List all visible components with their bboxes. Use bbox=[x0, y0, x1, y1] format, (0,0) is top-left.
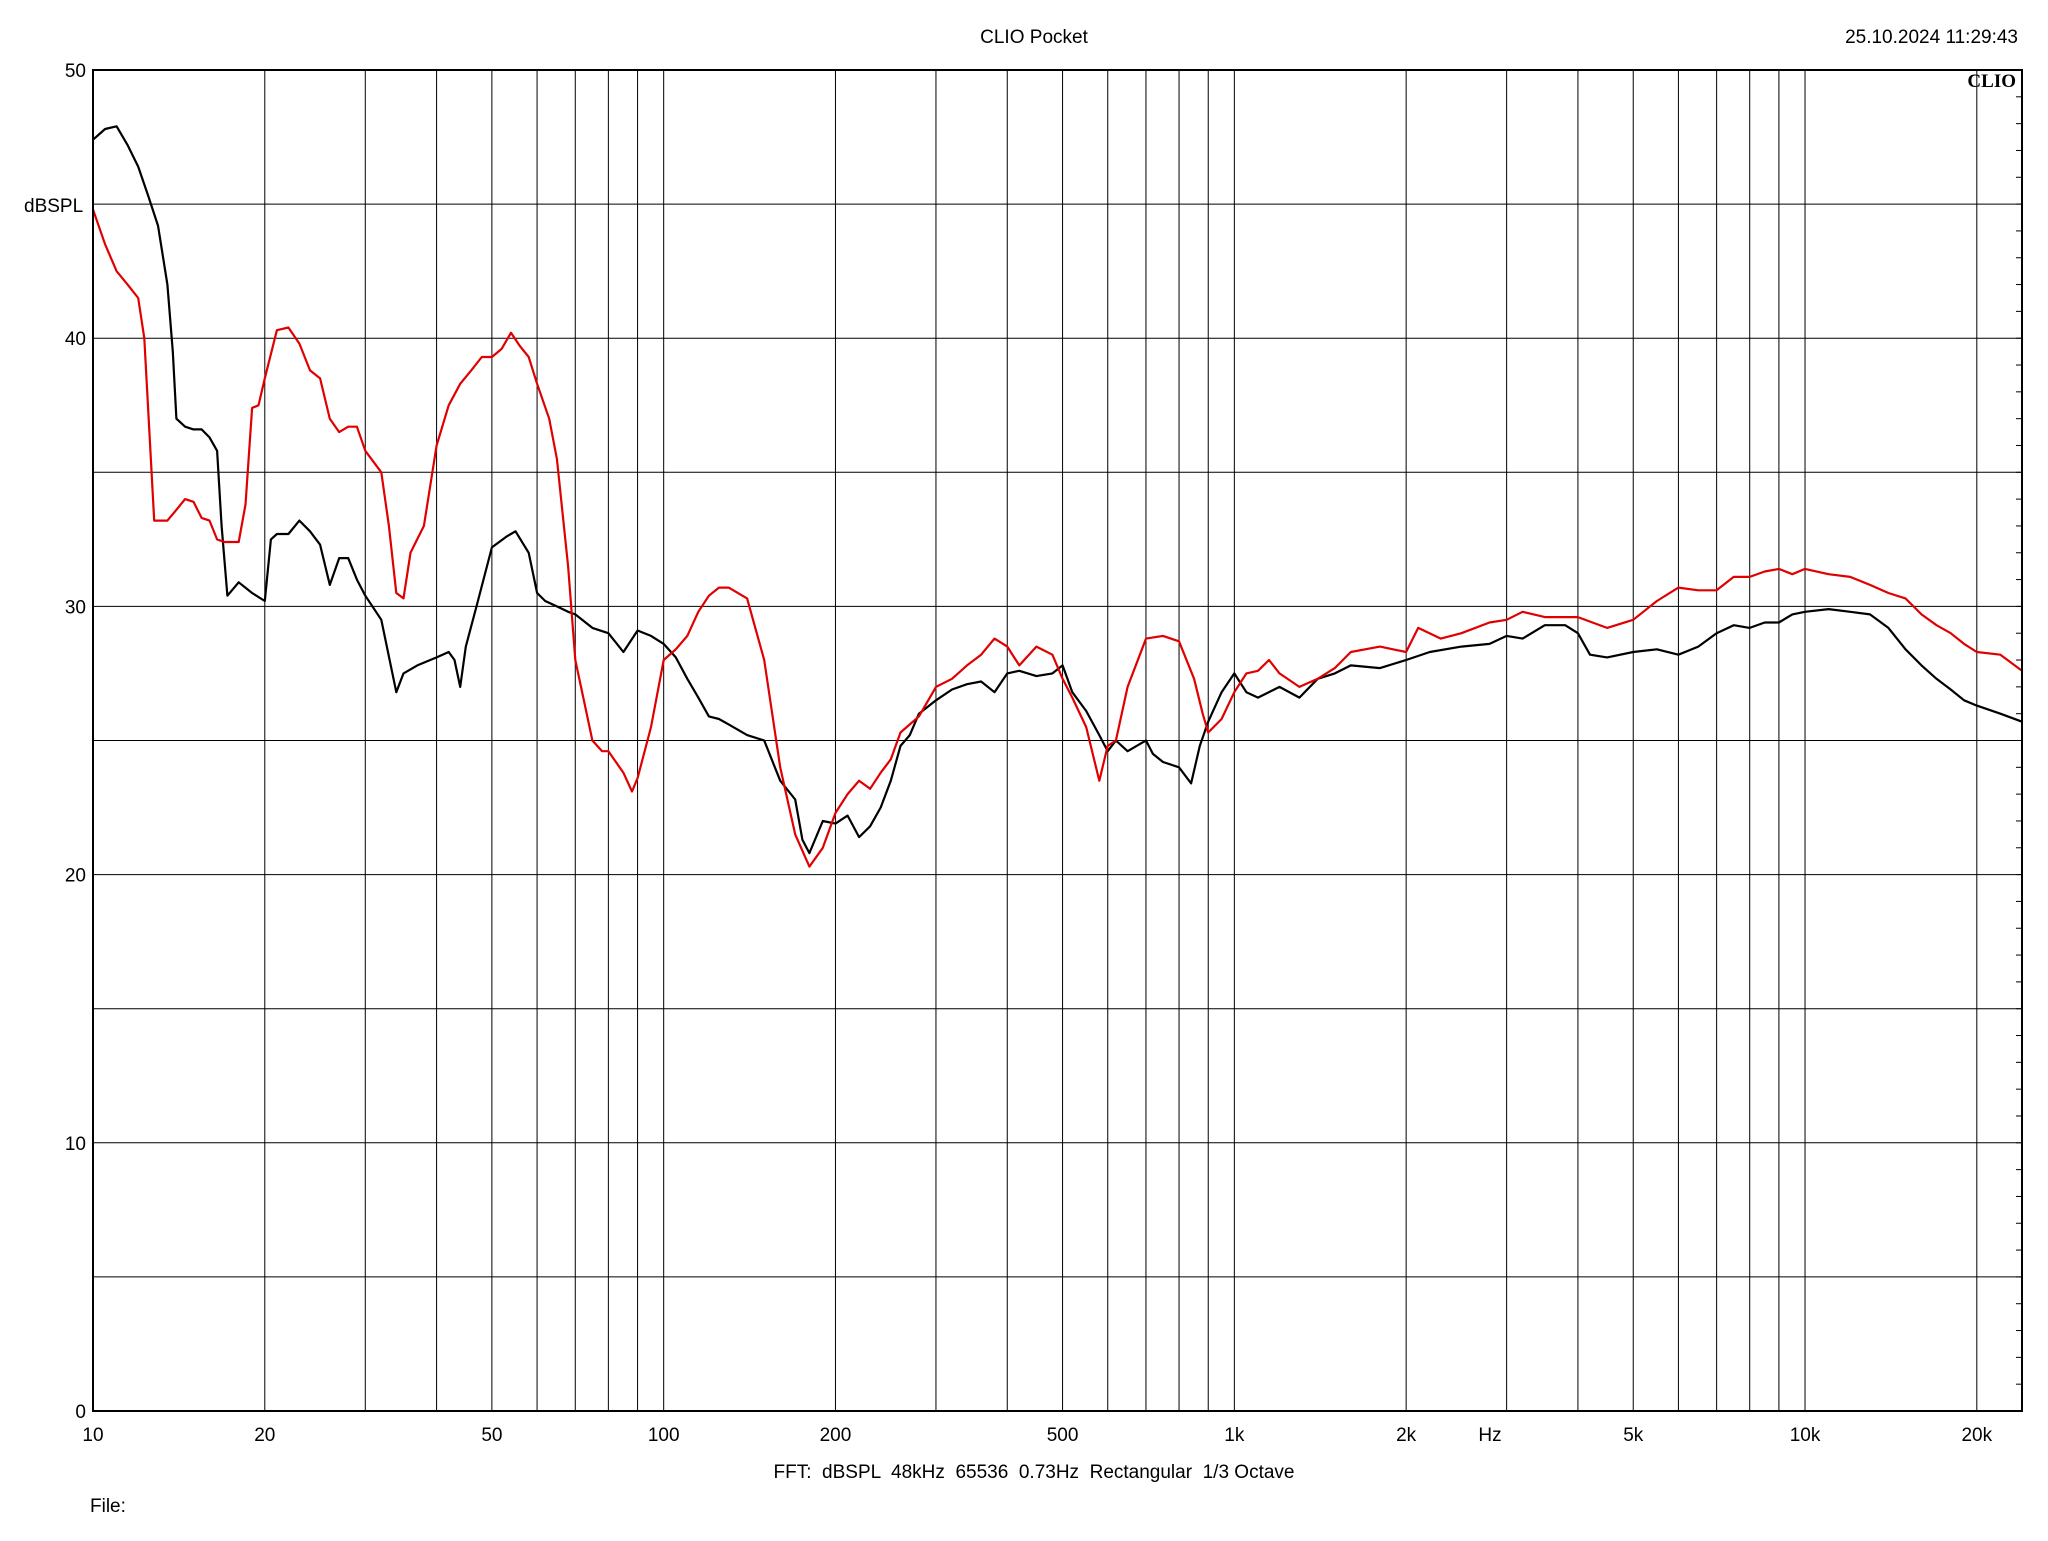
x-tick-label: 200 bbox=[820, 1425, 852, 1446]
x-tick-label: 5k bbox=[1623, 1425, 1644, 1446]
y-tick-label: 50 bbox=[65, 61, 86, 82]
y-tick-label: 10 bbox=[65, 1134, 86, 1155]
plot-frame bbox=[92, 69, 2023, 1412]
series-line-red bbox=[91, 209, 2023, 868]
x-tick-label: 100 bbox=[648, 1425, 680, 1446]
x-tick-label: 20 bbox=[254, 1425, 275, 1446]
y-tick-label: 40 bbox=[65, 329, 86, 350]
x-tick-label: 1k bbox=[1224, 1425, 1245, 1446]
grid bbox=[93, 70, 2022, 1411]
file-label: File: bbox=[90, 1496, 126, 1517]
x-tick-label: 2k bbox=[1396, 1425, 1417, 1446]
y-tick-label: 20 bbox=[65, 866, 86, 887]
clio-logo: CLIO bbox=[1967, 71, 2016, 92]
x-tick-label: 500 bbox=[1047, 1425, 1079, 1446]
x-tick-label: 20k bbox=[1961, 1425, 1992, 1446]
x-tick-label: 10k bbox=[1790, 1425, 1821, 1446]
x-tick-label: 10 bbox=[82, 1425, 103, 1446]
y-tick-label: 0 bbox=[75, 1402, 86, 1423]
fft-settings: FFT: dBSPL 48kHz 65536 0.73Hz Rectangula… bbox=[773, 1462, 1294, 1483]
x-tick-label: 50 bbox=[481, 1425, 502, 1446]
series-line-black bbox=[92, 125, 2023, 855]
y-axis-label: dBSPL bbox=[24, 196, 83, 217]
series-layer bbox=[91, 125, 2023, 868]
chart-title: CLIO Pocket bbox=[980, 27, 1088, 48]
y-tick-label: 30 bbox=[65, 597, 86, 618]
x-axis-label: Hz bbox=[1478, 1425, 1501, 1446]
timestamp: 25.10.2024 11:29:43 bbox=[1845, 27, 2018, 48]
